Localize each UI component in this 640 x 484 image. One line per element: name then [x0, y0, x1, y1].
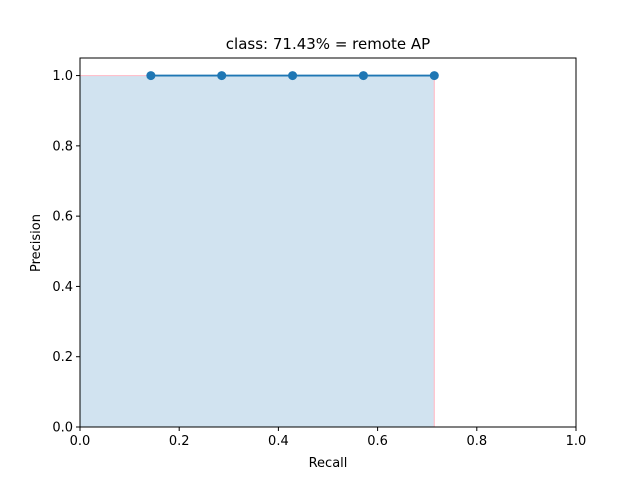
y-axis-label: Precision: [29, 214, 44, 272]
y-tick-label: 0.0: [52, 421, 73, 436]
x-tick-label: 0.0: [70, 434, 91, 449]
y-tick-label: 0.4: [52, 280, 73, 295]
y-tick-label: 0.2: [52, 350, 73, 365]
data-point-2: [288, 71, 298, 81]
data-point-0: [146, 71, 156, 81]
x-tick-label: 0.6: [367, 434, 388, 449]
data-point-3: [358, 71, 368, 81]
data-point-1: [217, 71, 227, 81]
y-tick-label: 0.6: [52, 210, 73, 225]
y-tick-label: 1.0: [52, 69, 73, 84]
ap-area-fill: [80, 75, 435, 428]
plot-area: 0.0 0.2 0.4 0.6 0.8 1.0 0.0 0.2 0.4 0.6 0.8 1.0: [52, 57, 587, 449]
x-tick-label: 0.8: [466, 434, 487, 449]
y-tick-label: 0.8: [52, 139, 73, 154]
axes-frame: [79, 57, 577, 428]
x-tick-label: 0.2: [169, 434, 190, 449]
chart-title: class: 71.43% = remote AP: [226, 35, 430, 53]
data-point-4: [429, 71, 439, 81]
x-tick-label: 1.0: [566, 434, 587, 449]
x-axis-label: Recall: [309, 456, 348, 471]
x-tick-label: 0.4: [268, 434, 289, 449]
